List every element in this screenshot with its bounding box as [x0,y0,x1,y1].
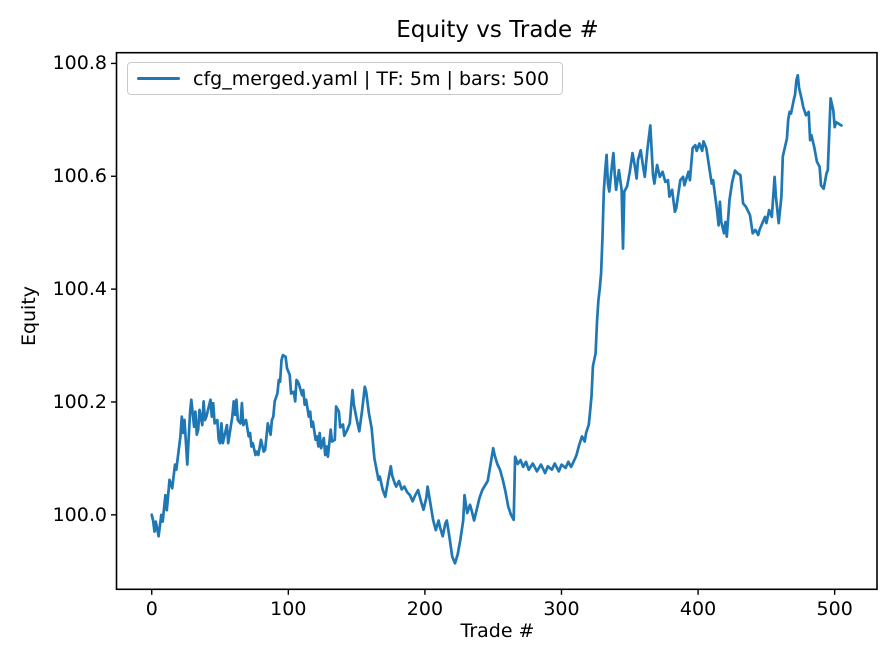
y-tick-label: 100.0 [52,503,107,526]
axes-frame [115,51,878,591]
y-tick-label: 100.6 [52,165,107,188]
y-tick-label: 100.8 [52,52,107,75]
equity-series-line [150,73,843,565]
legend: cfg_merged.yaml | TF: 5m | bars: 500 [127,62,564,95]
y-tick-label: 100.2 [52,390,107,413]
x-tick-label: 300 [543,598,580,620]
legend-label: cfg_merged.yaml | TF: 5m | bars: 500 [193,67,550,90]
x-tick-label: 100 [270,598,307,620]
x-tick-label: 400 [679,598,717,620]
x-tick-label: 0 [145,598,158,620]
y-tick-label: 100.4 [52,278,107,301]
legend-line-swatch [137,77,180,80]
chart-title: Equity vs Trade # [396,17,599,43]
x-tick-label: 500 [816,598,853,620]
x-tick-label: 200 [406,598,444,620]
x-axis-label: Trade # [460,620,535,642]
